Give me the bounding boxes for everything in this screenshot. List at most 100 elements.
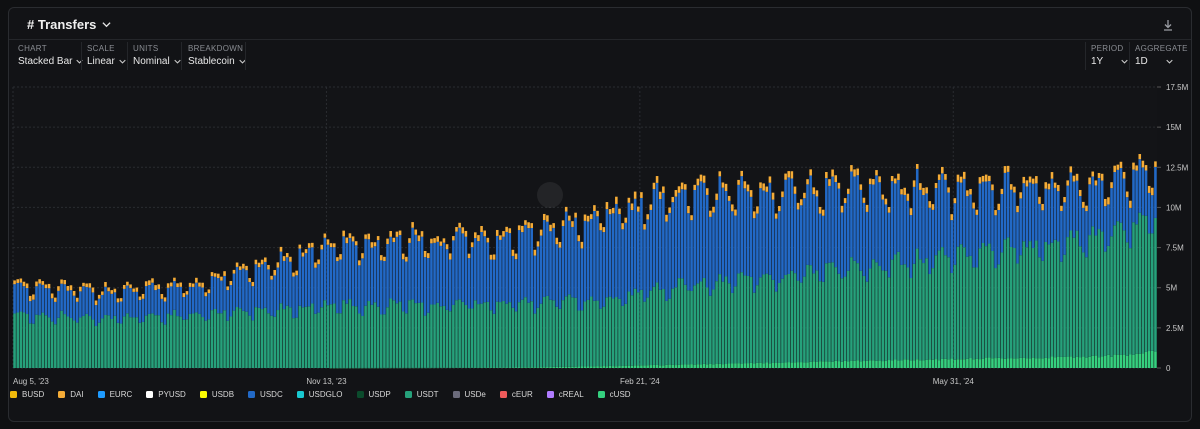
- bar-segment-dai[interactable]: [1047, 183, 1051, 190]
- bar-segment-dai[interactable]: [668, 207, 671, 213]
- bar-segment-cusd[interactable]: [658, 365, 662, 368]
- units-select[interactable]: UNITS Nominal: [133, 44, 181, 67]
- bar-segment-dai[interactable]: [605, 202, 609, 210]
- bar-segment-dai[interactable]: [38, 279, 41, 284]
- bar-segment-usdc[interactable]: [508, 233, 512, 303]
- bar-segment-usdt[interactable]: [1044, 241, 1048, 358]
- bar-segment-usdt[interactable]: [433, 304, 436, 368]
- bar-segment-usdc[interactable]: [709, 216, 712, 296]
- bar-segment-dai[interactable]: [978, 177, 982, 184]
- bar-segment-dai[interactable]: [806, 179, 809, 185]
- bar-segment-dai[interactable]: [862, 197, 866, 203]
- bar-segment-dai[interactable]: [298, 244, 302, 249]
- bar-segment-usdc[interactable]: [25, 288, 29, 314]
- legend-item-eurc[interactable]: EURC: [97, 390, 132, 399]
- bar-segment-dai[interactable]: [1138, 154, 1142, 160]
- bar-segment-usdc[interactable]: [846, 193, 850, 271]
- bar-segment-dai[interactable]: [724, 183, 728, 192]
- bar-segment-cusd[interactable]: [734, 363, 737, 368]
- bar-segment-dai[interactable]: [66, 286, 70, 291]
- bar-segment-dai[interactable]: [881, 194, 885, 200]
- bar-segment-usdt[interactable]: [771, 279, 775, 363]
- bar-segment-usdt[interactable]: [677, 278, 681, 365]
- bar-segment-dai[interactable]: [304, 249, 308, 254]
- bar-segment-usdc[interactable]: [602, 232, 606, 307]
- bar-segment-dai[interactable]: [627, 197, 631, 203]
- bar-segment-usdt[interactable]: [235, 307, 239, 368]
- bar-segment-dai[interactable]: [887, 207, 891, 213]
- bar-segment-dai[interactable]: [1154, 161, 1157, 167]
- bar-segment-dai[interactable]: [370, 242, 374, 248]
- bar-segment-cusd[interactable]: [649, 365, 653, 368]
- bar-segment-dai[interactable]: [270, 275, 273, 280]
- bar-segment-dai[interactable]: [564, 206, 568, 212]
- bar-segment-dai[interactable]: [922, 187, 925, 195]
- bar-segment-usdt[interactable]: [524, 297, 527, 368]
- bar-segment-usdc[interactable]: [110, 293, 114, 319]
- bar-segment-usdt[interactable]: [452, 304, 455, 368]
- bar-segment-cusd[interactable]: [906, 359, 910, 368]
- bar-segment-dai[interactable]: [439, 241, 443, 246]
- bar-segment-usdt[interactable]: [721, 281, 725, 365]
- bar-segment-cusd[interactable]: [937, 360, 941, 368]
- bar-segment-usdc[interactable]: [721, 187, 725, 282]
- bar-segment-dai[interactable]: [411, 222, 414, 228]
- bar-segment-cusd[interactable]: [840, 361, 844, 368]
- bar-segment-dai[interactable]: [596, 210, 599, 217]
- bar-segment-dai[interactable]: [743, 181, 747, 189]
- bar-segment-dai[interactable]: [75, 297, 79, 302]
- bar-segment-usdt[interactable]: [699, 281, 703, 365]
- download-icon[interactable]: [1161, 18, 1175, 32]
- bar-segment-usdt[interactable]: [188, 313, 192, 368]
- bar-segment-usdc[interactable]: [555, 244, 559, 307]
- bar-segment-usdc[interactable]: [564, 211, 568, 297]
- bar-segment-dai[interactable]: [1016, 205, 1019, 213]
- bar-segment-dai[interactable]: [1056, 184, 1060, 192]
- bar-segment-cusd[interactable]: [705, 364, 709, 368]
- bar-segment-cusd[interactable]: [1144, 351, 1148, 368]
- bar-segment-usdc[interactable]: [191, 286, 195, 314]
- bar-segment-usdc[interactable]: [997, 210, 1001, 265]
- bar-segment-usdt[interactable]: [389, 298, 392, 368]
- bar-segment-cusd[interactable]: [561, 366, 565, 368]
- bar-segment-usdt[interactable]: [417, 302, 421, 368]
- bar-segment-usdc[interactable]: [135, 291, 139, 318]
- bar-segment-usdc[interactable]: [163, 301, 167, 325]
- bar-segment-usdc[interactable]: [1053, 187, 1057, 240]
- bar-segment-usdc[interactable]: [809, 175, 812, 266]
- bar-segment-usdc[interactable]: [524, 224, 527, 298]
- bar-segment-dai[interactable]: [652, 182, 656, 190]
- bar-segment-dai[interactable]: [354, 241, 358, 246]
- bar-segment-cusd[interactable]: [608, 365, 612, 368]
- bar-segment-usdt[interactable]: [693, 285, 696, 365]
- bar-segment-usdc[interactable]: [210, 276, 214, 311]
- bar-segment-cusd[interactable]: [966, 358, 969, 368]
- bar-segment-usdt[interactable]: [392, 300, 396, 368]
- bar-segment-usdc[interactable]: [464, 236, 468, 305]
- bar-segment-cusd[interactable]: [997, 357, 1001, 368]
- bar-segment-cusd[interactable]: [875, 360, 878, 368]
- bar-segment-usdc[interactable]: [699, 181, 703, 282]
- bar-segment-usdt[interactable]: [1056, 241, 1060, 357]
- bar-segment-dai[interactable]: [771, 192, 775, 200]
- bar-segment-usdc[interactable]: [1019, 198, 1022, 256]
- bar-segment-dai[interactable]: [834, 175, 838, 183]
- bar-segment-usdc[interactable]: [549, 231, 552, 300]
- bar-segment-usdc[interactable]: [1110, 188, 1113, 237]
- bar-segment-usdt[interactable]: [1016, 263, 1019, 359]
- bar-segment-usdt[interactable]: [217, 313, 220, 368]
- bar-segment-usdt[interactable]: [615, 297, 618, 367]
- bar-segment-dai[interactable]: [163, 297, 167, 302]
- bar-segment-dai[interactable]: [975, 209, 979, 215]
- bar-segment-usdt[interactable]: [173, 309, 176, 368]
- bar-segment-usdt[interactable]: [79, 317, 82, 368]
- bar-segment-usdc[interactable]: [232, 273, 236, 311]
- bar-segment-usdc[interactable]: [1091, 176, 1095, 227]
- bar-segment-usdt[interactable]: [737, 273, 740, 364]
- bar-segment-dai[interactable]: [868, 178, 872, 185]
- bar-segment-cusd[interactable]: [890, 360, 894, 368]
- bar-segment-cusd[interactable]: [621, 365, 624, 368]
- bar-segment-cusd[interactable]: [1110, 356, 1113, 368]
- bar-segment-usdt[interactable]: [765, 273, 769, 363]
- bar-segment-usdc[interactable]: [307, 247, 311, 307]
